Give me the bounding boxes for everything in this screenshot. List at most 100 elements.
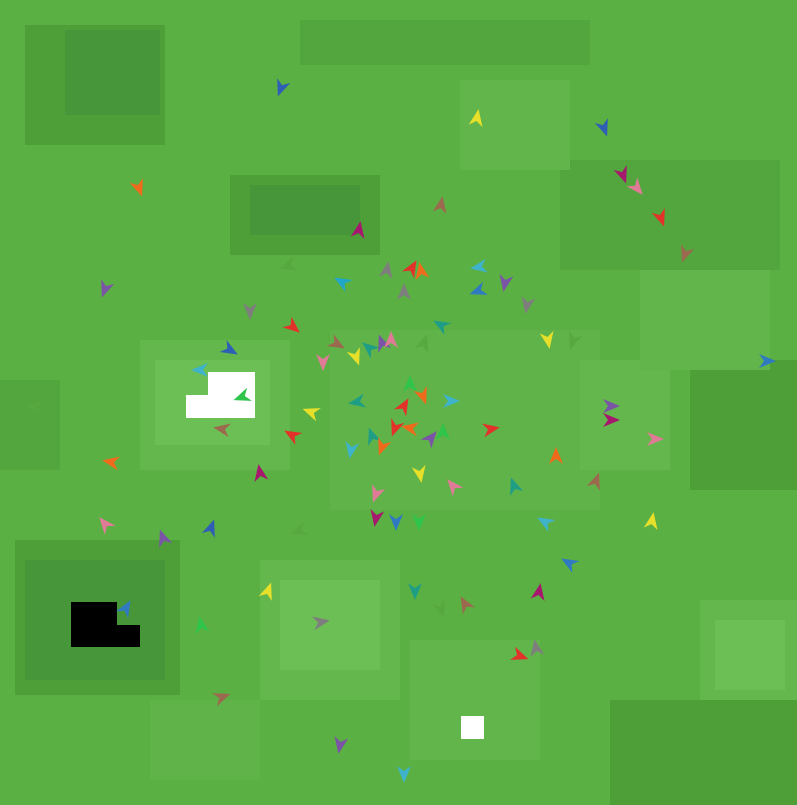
agent-arrow (362, 342, 380, 359)
dark-patch (0, 380, 60, 470)
agent-arrow (311, 616, 330, 631)
agent-arrow (420, 431, 437, 449)
agent-arrow (447, 479, 464, 497)
agent-arrow (282, 316, 300, 333)
agent-arrow-shape (470, 258, 489, 273)
agent-arrow-shape (102, 456, 121, 471)
agent-arrow (391, 418, 405, 437)
agent-arrow (401, 260, 417, 279)
agent-arrow (372, 484, 386, 503)
agent-arrow (569, 331, 583, 350)
agent-arrow (537, 517, 556, 533)
agent-arrow-shape (362, 342, 380, 359)
agent-arrow-shape (279, 256, 298, 270)
agent-arrow (436, 423, 450, 440)
agent-arrow (432, 196, 447, 215)
agent-arrow-shape (311, 616, 330, 631)
agent-arrow-shape (282, 316, 300, 333)
agent-arrow (350, 221, 365, 240)
agent-arrow (334, 277, 353, 293)
agent-arrow-shape (403, 375, 417, 392)
agent-arrow-shape (159, 529, 173, 548)
agent-arrow (521, 295, 536, 314)
agent-arrow (219, 339, 238, 355)
agent-arrow-shape (316, 354, 330, 371)
agent-arrow (378, 334, 392, 353)
agent-arrow-shape (195, 616, 210, 635)
agent-arrow-shape (391, 418, 405, 437)
agent-arrow (129, 178, 143, 197)
agent-arrow (549, 447, 563, 464)
agent-arrow (415, 262, 430, 281)
agent-arrow (460, 596, 476, 615)
agent-arrow (613, 165, 627, 184)
light-patch (280, 580, 380, 670)
agent-arrow (346, 347, 360, 366)
agent-arrow (212, 693, 231, 707)
agent-arrow-shape (539, 330, 554, 349)
agent-arrow-shape (549, 447, 563, 464)
agent-arrow-shape (521, 295, 536, 314)
agent-arrow-shape (481, 423, 500, 438)
agent-arrow-shape (277, 78, 291, 97)
agent-arrow (412, 514, 426, 531)
agent-arrow-shape (408, 583, 422, 600)
agent-arrow-shape (626, 177, 643, 195)
agent-arrow-shape (413, 386, 427, 405)
light-patch (150, 700, 260, 780)
agent-arrow-shape (603, 399, 620, 413)
agent-arrow-shape (372, 484, 386, 503)
agent-arrow (284, 430, 303, 446)
agent-arrow (102, 456, 121, 471)
agent-arrow (408, 583, 422, 600)
agent-arrow-shape (393, 398, 409, 417)
agent-arrow-shape (468, 109, 483, 128)
agent-arrow (510, 646, 529, 660)
agent-arrow-shape (334, 277, 353, 293)
agent-arrow-shape (212, 693, 231, 707)
agent-arrow (594, 118, 608, 137)
agent-arrow-shape (469, 281, 488, 295)
agent-arrow-shape (191, 363, 208, 377)
agent-arrow (603, 399, 620, 413)
white-block (461, 716, 484, 739)
agent-arrow-shape (129, 178, 143, 197)
agent-arrow (443, 394, 460, 408)
agent-arrow-shape (213, 423, 232, 438)
agent-arrow-shape (378, 334, 392, 353)
agent-arrow-shape (412, 514, 426, 531)
agent-arrow-shape (397, 283, 411, 300)
dark-patch (690, 360, 797, 490)
agent-arrow-shape (290, 521, 309, 535)
agent-arrow (213, 423, 232, 438)
agent-arrow-shape (561, 558, 580, 574)
agent-arrow (384, 331, 398, 348)
agent-arrow (759, 354, 776, 368)
agent-arrow (195, 616, 210, 635)
light-patch (330, 330, 600, 510)
agent-arrow-shape (651, 208, 665, 227)
agent-arrow (290, 521, 309, 535)
agent-arrow-shape (431, 599, 445, 618)
light-patch (460, 80, 570, 170)
agent-arrow-shape (759, 354, 776, 368)
agent-arrow-shape (302, 408, 321, 422)
agent-arrow (26, 400, 43, 414)
agent-arrow (378, 261, 393, 280)
agent-arrow (115, 600, 131, 619)
agent-arrow (326, 333, 345, 349)
agent-arrow (651, 208, 665, 227)
agent-arrow (681, 244, 695, 263)
agent-arrow (469, 281, 488, 295)
agent-arrow-shape (243, 303, 257, 320)
light-patch (715, 620, 785, 690)
light-patch (580, 360, 670, 470)
agent-arrow (316, 354, 330, 371)
agent-arrow-shape (350, 221, 365, 240)
agent-arrow (368, 427, 382, 446)
agent-arrow-shape (510, 646, 529, 660)
agent-arrow (378, 437, 392, 456)
agent-arrow-shape (397, 766, 411, 783)
